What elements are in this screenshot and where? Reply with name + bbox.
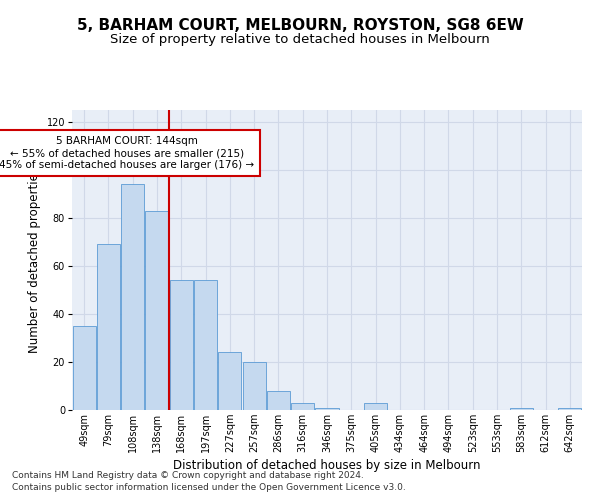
Text: Contains public sector information licensed under the Open Government Licence v3: Contains public sector information licen…: [12, 484, 406, 492]
Y-axis label: Number of detached properties: Number of detached properties: [28, 167, 41, 353]
Text: 5, BARHAM COURT, MELBOURN, ROYSTON, SG8 6EW: 5, BARHAM COURT, MELBOURN, ROYSTON, SG8 …: [77, 18, 523, 32]
Text: 5 BARHAM COURT: 144sqm
← 55% of detached houses are smaller (215)
45% of semi-de: 5 BARHAM COURT: 144sqm ← 55% of detached…: [0, 136, 254, 170]
Bar: [170, 280, 193, 410]
Bar: [73, 326, 95, 410]
Bar: [364, 403, 387, 410]
Bar: [145, 211, 169, 410]
Bar: [194, 280, 217, 410]
Text: Contains HM Land Registry data © Crown copyright and database right 2024.: Contains HM Land Registry data © Crown c…: [12, 471, 364, 480]
Bar: [242, 362, 266, 410]
Bar: [267, 391, 290, 410]
Bar: [218, 352, 241, 410]
Bar: [510, 408, 533, 410]
Bar: [97, 244, 120, 410]
Bar: [316, 408, 338, 410]
Bar: [559, 408, 581, 410]
X-axis label: Distribution of detached houses by size in Melbourn: Distribution of detached houses by size …: [173, 459, 481, 472]
Text: Size of property relative to detached houses in Melbourn: Size of property relative to detached ho…: [110, 32, 490, 46]
Bar: [291, 403, 314, 410]
Bar: [121, 184, 144, 410]
